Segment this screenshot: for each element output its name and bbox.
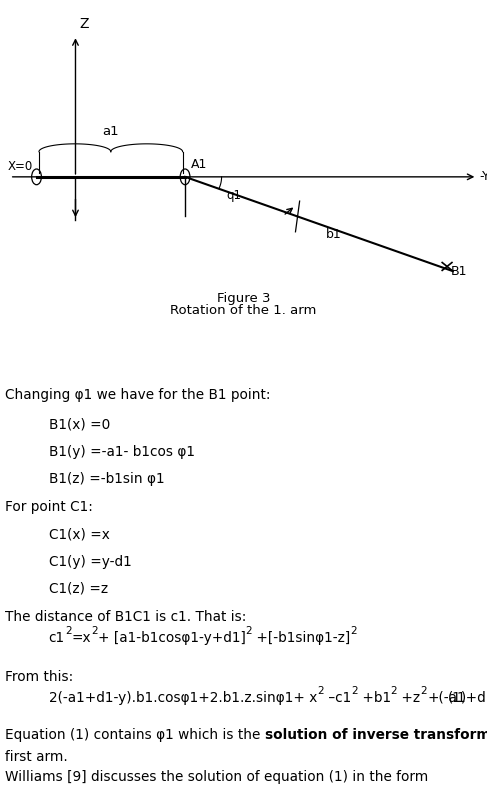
Text: Equation (1) contains φ1 which is the: Equation (1) contains φ1 which is the [5,728,264,742]
Text: B1(y) =-a1- b1cos φ1: B1(y) =-a1- b1cos φ1 [49,445,195,459]
Text: +[-b1sinφ1-z]: +[-b1sinφ1-z] [252,631,351,645]
Text: 2: 2 [351,626,357,636]
Text: q1: q1 [226,189,242,202]
Text: 2: 2 [317,686,324,696]
Text: Rotation of the 1. arm: Rotation of the 1. arm [170,304,317,317]
Text: Williams [9] discusses the solution of equation (1) in the form: Williams [9] discusses the solution of e… [5,770,428,784]
Text: From this:: From this: [5,670,73,684]
Text: Figure 3: Figure 3 [217,292,270,305]
Text: first arm.: first arm. [5,750,68,764]
Text: +b1: +b1 [357,691,391,705]
Text: b1: b1 [326,228,342,241]
Text: Z: Z [79,17,89,31]
Text: C1(x) =x: C1(x) =x [49,528,110,542]
Text: 2: 2 [65,626,72,636]
Text: c1: c1 [49,631,65,645]
Text: a1: a1 [102,124,119,138]
Text: 2: 2 [245,626,252,636]
Text: =x: =x [72,631,91,645]
Text: +z: +z [397,691,420,705]
Text: +(-a1+d+y): +(-a1+d+y) [427,691,487,705]
Text: + [a1-b1cosφ1-y+d1]: + [a1-b1cosφ1-y+d1] [98,631,245,645]
Text: -Y: -Y [480,171,487,183]
Text: 2(-a1+d1-y).b1.cosφ1+2.b1.z.sinφ1+ x: 2(-a1+d1-y).b1.cosφ1+2.b1.z.sinφ1+ x [49,691,317,705]
Text: The distance of B1C1 is c1. That is:: The distance of B1C1 is c1. That is: [5,610,246,624]
Text: 2: 2 [391,686,397,696]
Text: C1(y) =y-d1: C1(y) =y-d1 [49,555,131,569]
Text: B1(z) =-b1sin φ1: B1(z) =-b1sin φ1 [49,472,164,486]
Text: B1: B1 [450,265,467,277]
Text: solution of inverse transformation: solution of inverse transformation [264,728,487,742]
Text: Changing φ1 we have for the B1 point:: Changing φ1 we have for the B1 point: [5,388,270,402]
Text: –c1: –c1 [324,691,351,705]
Text: (1): (1) [448,691,468,705]
Text: 2: 2 [91,626,98,636]
Text: A1: A1 [191,157,207,171]
Text: For point C1:: For point C1: [5,500,93,514]
Text: B1(x) =0: B1(x) =0 [49,418,110,432]
Text: 2: 2 [351,686,357,696]
Text: X=0: X=0 [7,160,33,173]
Text: 2: 2 [420,686,427,696]
Text: C1(z) =z: C1(z) =z [49,582,108,596]
